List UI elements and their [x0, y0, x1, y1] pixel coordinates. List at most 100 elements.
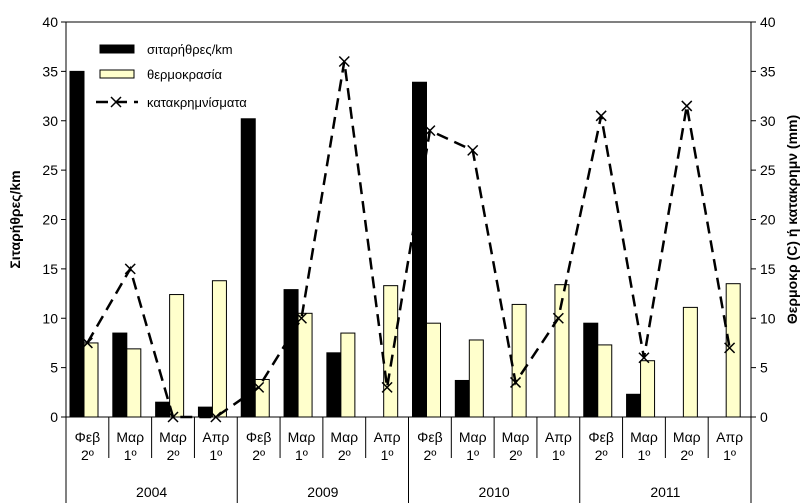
point-stroke: [595, 110, 607, 122]
bar-temperature: [383, 285, 399, 418]
x-tick-label-period: 2º: [338, 447, 351, 463]
precipitation-point: [295, 312, 307, 324]
x-tick-label-period: 1º: [638, 447, 651, 463]
bar-series: [69, 70, 741, 418]
precipitation-point: [424, 125, 436, 137]
x-tick-label-period: 1º: [552, 447, 565, 463]
point-stroke: [124, 263, 136, 275]
bar-temperature: [682, 306, 698, 418]
point-stroke: [724, 342, 736, 354]
y-tick-label: 35: [42, 63, 58, 79]
bar-temperature: [597, 344, 613, 418]
point-stroke: [467, 144, 479, 156]
legend-label-temperature: θερμοκρασία: [147, 67, 222, 82]
precipitation-point: [552, 312, 564, 324]
precipitation-point: [338, 55, 350, 68]
x-tick-label-month: Απρ: [202, 429, 229, 445]
point-stroke: [338, 55, 350, 68]
y2-tick-label: 30: [760, 113, 776, 129]
x-tick-label-month: Φεβ: [417, 429, 442, 445]
bar-temperature: [725, 283, 741, 418]
y2-tick-label: 40: [760, 14, 776, 30]
point-stroke: [295, 312, 307, 324]
x-group-label: 2004: [136, 484, 167, 500]
bar-temperature: [340, 332, 356, 418]
precipitation-point: [124, 263, 136, 275]
x-tick-label-period: 2º: [252, 447, 265, 463]
x-tick-label-month: Φεβ: [246, 429, 271, 445]
point-stroke: [381, 381, 393, 393]
x-tick-label-month: Μαρ: [502, 429, 530, 445]
precipitation-point: [467, 144, 479, 156]
x-tick-label-period: 2º: [509, 447, 522, 463]
x-tick-label-period: 1º: [209, 447, 222, 463]
y2-tick-label: 0: [760, 409, 768, 425]
bar-temperature: [211, 280, 227, 418]
bar-sitarithres: [155, 401, 171, 418]
x-tick-label-month: Μαρ: [159, 429, 187, 445]
legend-swatch-temperature: [99, 69, 135, 79]
x-tick-label-month: Απρ: [374, 429, 401, 445]
bar-temperature: [468, 339, 484, 418]
x-tick-label-period: 2º: [167, 447, 180, 463]
precipitation-point: [510, 376, 522, 388]
point-stroke: [81, 337, 93, 349]
line-series: [81, 55, 736, 423]
x-tick-label-month: Μαρ: [330, 429, 358, 445]
x-tick-label-period: 1º: [295, 447, 308, 463]
point-stroke: [253, 381, 265, 393]
x-group-label: 2010: [479, 484, 510, 500]
point-stroke: [210, 411, 222, 423]
x-tick-label-month: Μαρ: [116, 429, 144, 445]
x-tick-label-period: 2º: [680, 447, 693, 463]
x-tick-label-period: 1º: [466, 447, 479, 463]
y2-tick-label: 15: [760, 261, 776, 277]
y-tick-label: 20: [42, 212, 58, 228]
precipitation-point: [210, 411, 222, 423]
x-tick-label-month: Μαρ: [288, 429, 316, 445]
x-tick-label-month: Φεβ: [75, 429, 100, 445]
y-tick-label: 25: [42, 162, 58, 178]
bar-sitarithres: [283, 289, 299, 418]
y2-tick-label: 35: [760, 63, 776, 79]
precipitation-point: [724, 342, 736, 354]
bar-sitarithres: [240, 118, 256, 418]
y-tick-label: 40: [42, 14, 58, 30]
precipitation-point: [638, 352, 650, 364]
y-tick-label: 30: [42, 113, 58, 129]
point-stroke: [681, 100, 693, 112]
x-tick-label-month: Μαρ: [673, 429, 701, 445]
bar-sitarithres: [112, 332, 128, 418]
bar-temperature: [511, 303, 527, 418]
legend-marker-stroke: [110, 96, 122, 108]
y2-tick-label: 20: [760, 212, 776, 228]
x-tick-label-month: Απρ: [545, 429, 572, 445]
precipitation-point: [81, 337, 93, 349]
bar-temperature: [297, 312, 313, 418]
legend: σιταρήθρες/km θερμοκρασία κατακρημνίσματ…: [96, 42, 247, 110]
x-tick-label-month: Μαρ: [459, 429, 487, 445]
x-group-label: 2009: [307, 484, 338, 500]
x-tick-label-month: Απρ: [716, 429, 743, 445]
y2-axis-label: Θερμοκρ (C) ή κατακρημν (mm): [784, 115, 800, 324]
precipitation-point: [167, 411, 179, 423]
precipitation-point: [595, 110, 607, 122]
y-tick-label: 0: [50, 409, 58, 425]
y-tick-label: 5: [50, 360, 58, 376]
precipitation-point: [681, 100, 693, 112]
point-stroke: [424, 125, 436, 137]
point-stroke: [167, 411, 179, 423]
bar-sitarithres: [326, 352, 342, 418]
y-axis-label: Σιταρήθρες/km: [7, 170, 23, 268]
x-tick-label-period: 2º: [81, 447, 94, 463]
legend-label-bar: σιταρήθρες/km: [147, 42, 233, 57]
bar-sitarithres: [412, 81, 427, 418]
y2-tick-label: 5: [760, 360, 768, 376]
x-tick-label-month: Φεβ: [588, 429, 613, 445]
precipitation-point: [253, 381, 265, 393]
x-group-label: 2011: [650, 484, 680, 500]
bar-sitarithres: [69, 70, 85, 418]
bar-sitarithres: [454, 379, 470, 418]
bar-sitarithres: [626, 393, 642, 418]
